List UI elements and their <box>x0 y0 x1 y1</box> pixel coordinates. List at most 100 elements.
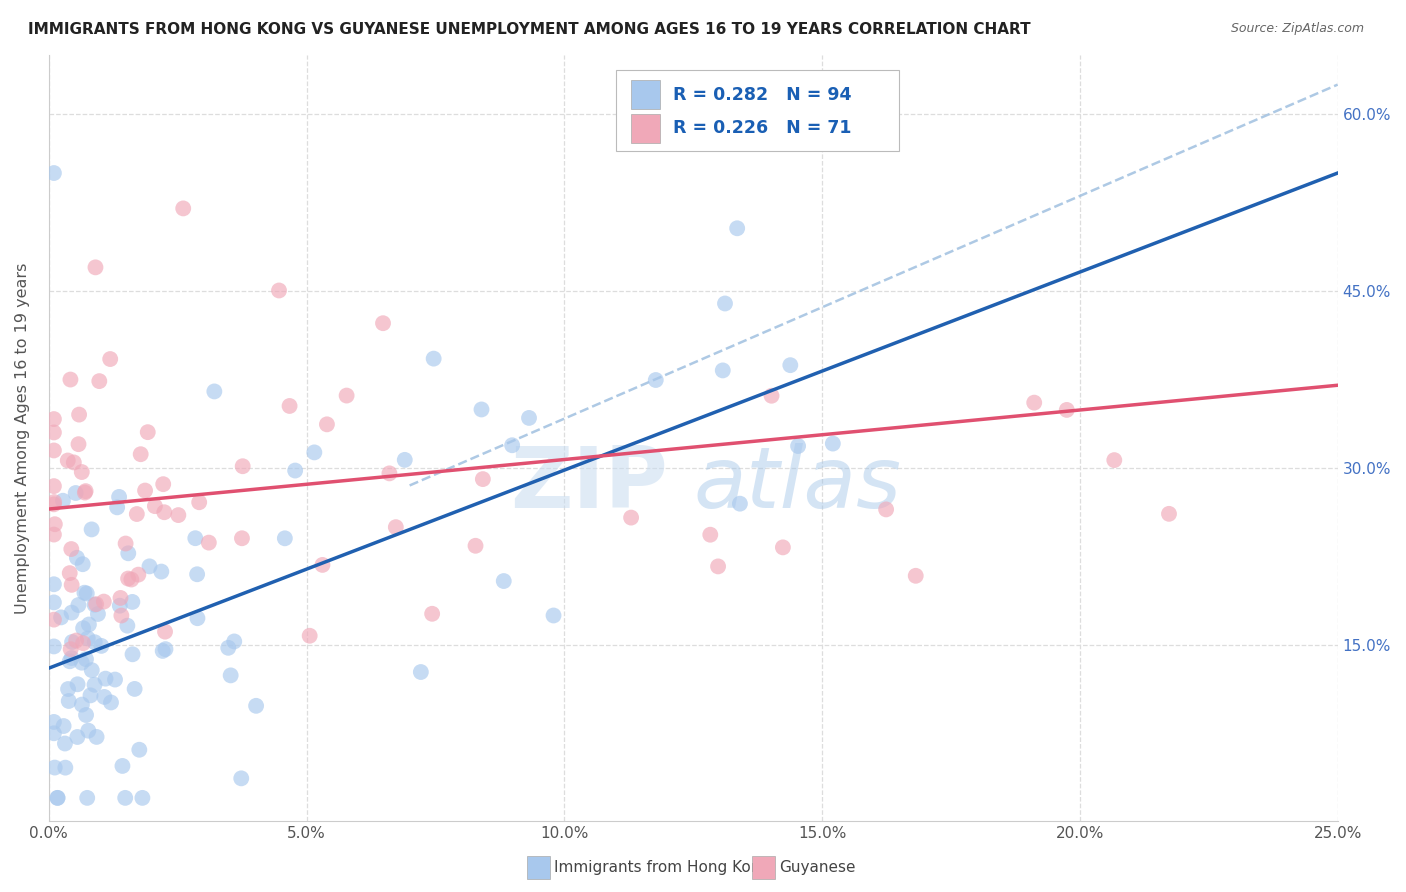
Point <box>42 577 65 591</box>
Point <box>186 611 208 625</box>
Point <box>517 411 540 425</box>
Point <box>336 388 359 402</box>
Point <box>90 639 112 653</box>
Point <box>501 438 523 452</box>
Point <box>131 790 153 805</box>
Point <box>49 610 72 624</box>
Point <box>725 221 748 235</box>
Point <box>714 296 737 310</box>
Point <box>543 608 565 623</box>
Point <box>44 517 66 532</box>
Point <box>56 681 79 696</box>
Point <box>42 166 65 180</box>
Point <box>420 607 443 621</box>
Point <box>125 507 148 521</box>
Point <box>492 574 515 588</box>
Point <box>875 502 897 516</box>
Point <box>60 635 83 649</box>
Point <box>77 617 100 632</box>
Point <box>620 510 643 524</box>
Point <box>772 541 794 555</box>
Point <box>42 497 65 511</box>
Point <box>378 467 401 481</box>
Point <box>152 644 174 658</box>
Point <box>77 723 100 738</box>
Point <box>184 531 207 545</box>
Point <box>1024 395 1046 409</box>
Text: R = 0.226   N = 71: R = 0.226 N = 71 <box>672 120 851 137</box>
Point <box>70 698 93 712</box>
Point <box>98 352 121 367</box>
Point <box>59 566 82 581</box>
Point <box>53 737 76 751</box>
Point <box>65 633 87 648</box>
Point <box>188 495 211 509</box>
Point <box>274 531 297 545</box>
Point <box>66 677 89 691</box>
Point <box>699 527 721 541</box>
Point <box>111 759 134 773</box>
Point <box>70 656 93 670</box>
Point <box>42 527 65 541</box>
Point <box>86 730 108 744</box>
Point <box>60 606 83 620</box>
Point <box>124 681 146 696</box>
Point <box>72 558 94 572</box>
Point <box>707 559 730 574</box>
Point <box>44 760 66 774</box>
Point <box>42 613 65 627</box>
Point <box>42 412 65 426</box>
Point <box>87 607 110 621</box>
Point <box>59 373 82 387</box>
Point <box>134 483 156 498</box>
Point <box>46 790 69 805</box>
Point <box>80 523 103 537</box>
Point <box>129 447 152 461</box>
Point <box>52 493 75 508</box>
Point <box>42 714 65 729</box>
Point <box>84 597 107 611</box>
Point <box>60 542 83 557</box>
Point <box>167 508 190 522</box>
Point <box>121 648 143 662</box>
Point <box>217 640 239 655</box>
Point <box>104 673 127 687</box>
Point <box>72 621 94 635</box>
Point <box>136 425 159 439</box>
Point <box>83 598 105 612</box>
Text: atlas: atlas <box>693 442 901 525</box>
Point <box>73 585 96 599</box>
Point <box>114 790 136 805</box>
Point <box>44 495 66 509</box>
Point <box>76 632 98 646</box>
Point <box>63 455 86 469</box>
Point <box>110 608 132 623</box>
Point <box>59 654 82 668</box>
Point <box>53 761 76 775</box>
Point <box>108 490 131 504</box>
Point <box>114 536 136 550</box>
Point <box>73 485 96 500</box>
Point <box>1157 507 1180 521</box>
Point <box>93 594 115 608</box>
Point <box>94 672 117 686</box>
Point <box>172 202 194 216</box>
Point <box>422 351 444 366</box>
Point <box>152 477 174 491</box>
Point <box>83 678 105 692</box>
Point <box>89 374 111 388</box>
Point <box>110 591 132 605</box>
Point <box>232 459 254 474</box>
Point <box>52 719 75 733</box>
Point <box>127 567 149 582</box>
Point <box>186 567 208 582</box>
Point <box>471 472 494 486</box>
Point <box>311 558 333 572</box>
Point <box>59 642 82 657</box>
Point <box>58 694 80 708</box>
Point <box>42 595 65 609</box>
Point <box>67 598 90 612</box>
Text: Guyanese: Guyanese <box>779 860 855 874</box>
Point <box>46 790 69 805</box>
Point <box>42 640 65 654</box>
